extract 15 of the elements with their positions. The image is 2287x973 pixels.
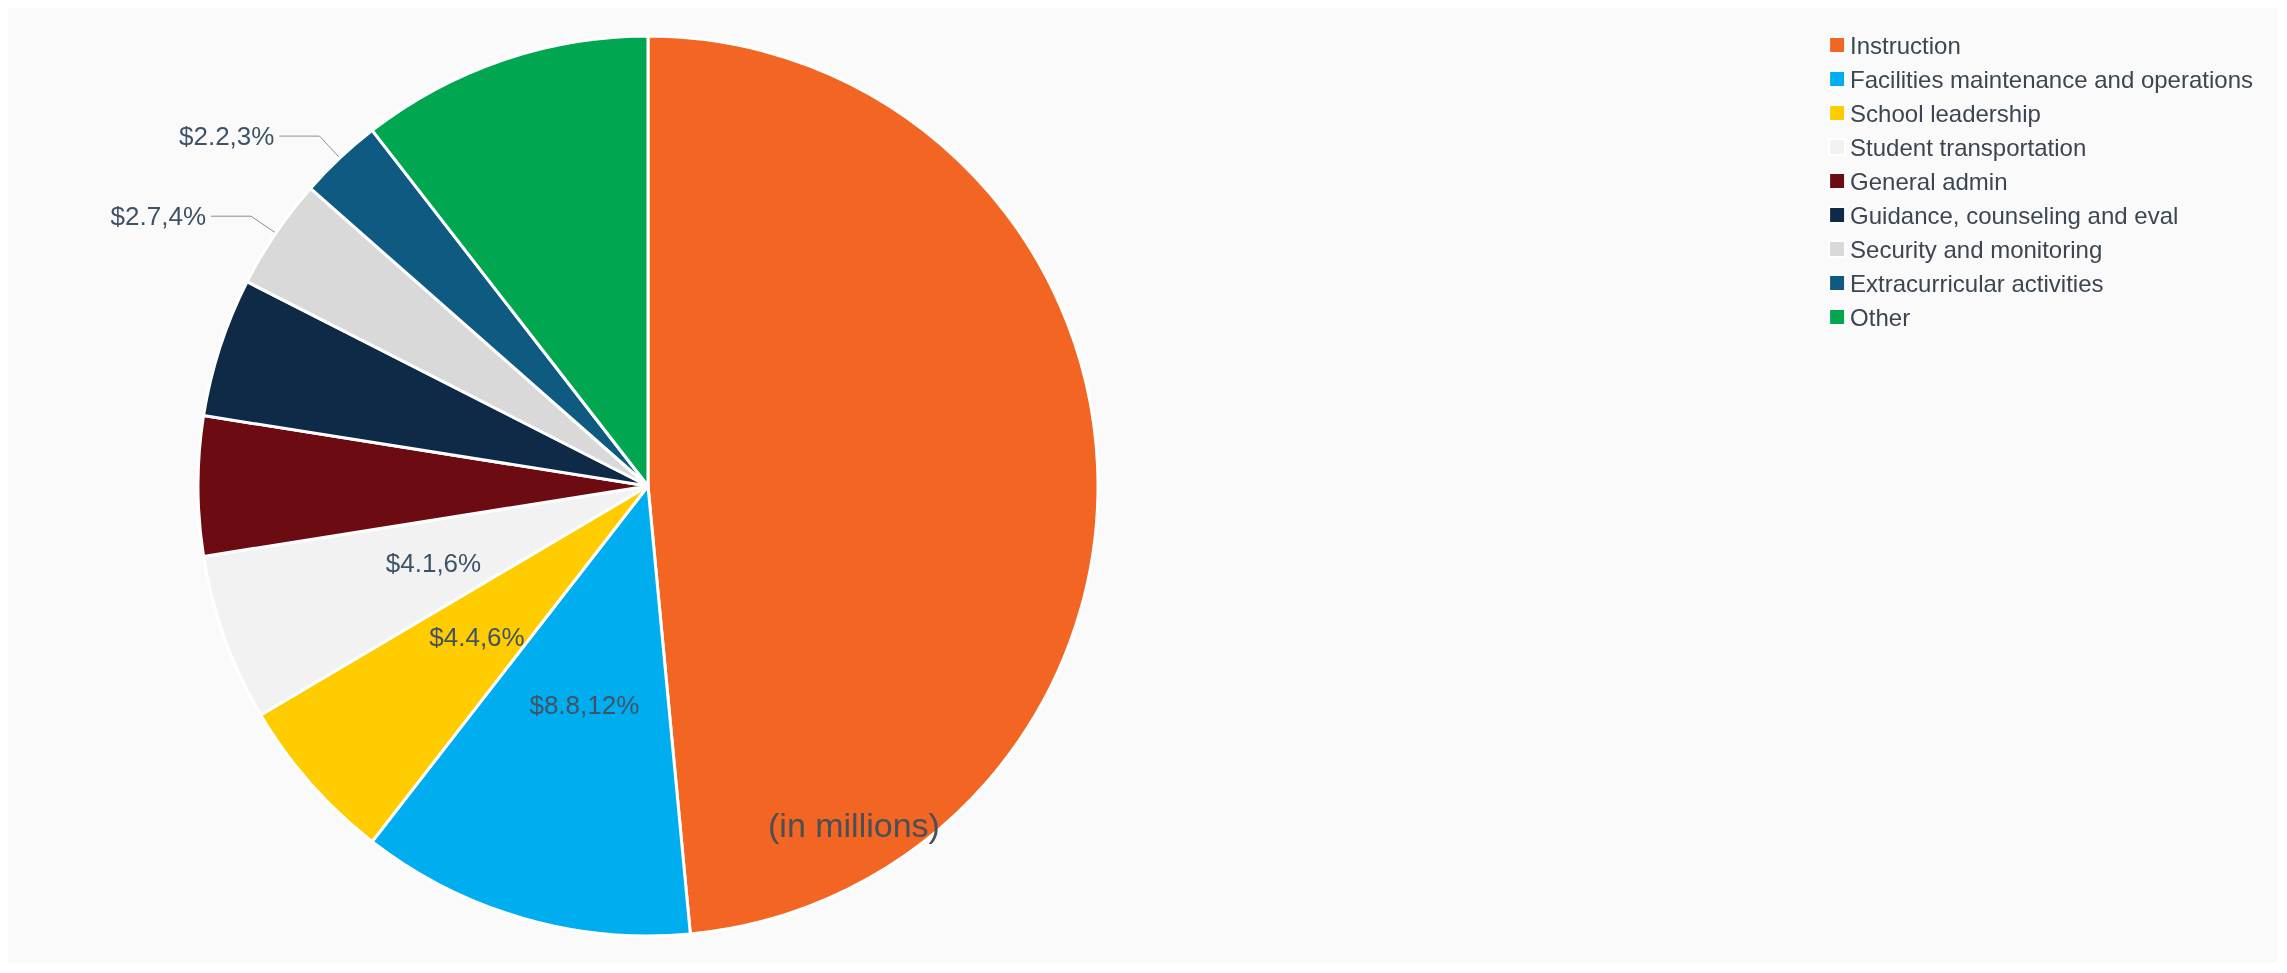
legend-label: Student transportation: [1850, 133, 2087, 161]
data-label: $8.8,12%: [529, 689, 640, 720]
data-label: $2.2,3%: [179, 121, 275, 152]
legend-label: Other: [1850, 303, 1911, 331]
legend-label: Extracurricular activities: [1850, 269, 2104, 297]
text: (in millions): [768, 806, 940, 844]
legend-label: Facilities maintenance and operations: [1850, 65, 2253, 93]
data-label: $4.4,6%: [429, 621, 525, 652]
legend-label: School leadership: [1850, 99, 2041, 127]
legend-label: Instruction: [1850, 31, 1961, 59]
data-label: $4.1,6%: [385, 548, 482, 579]
data-label: $2.7,4%: [110, 201, 206, 232]
legend-label: General admin: [1850, 167, 2008, 195]
legend-label: Guidance, counseling and eval: [1850, 201, 2179, 229]
legend-label: Security and monitoring: [1850, 235, 2103, 263]
